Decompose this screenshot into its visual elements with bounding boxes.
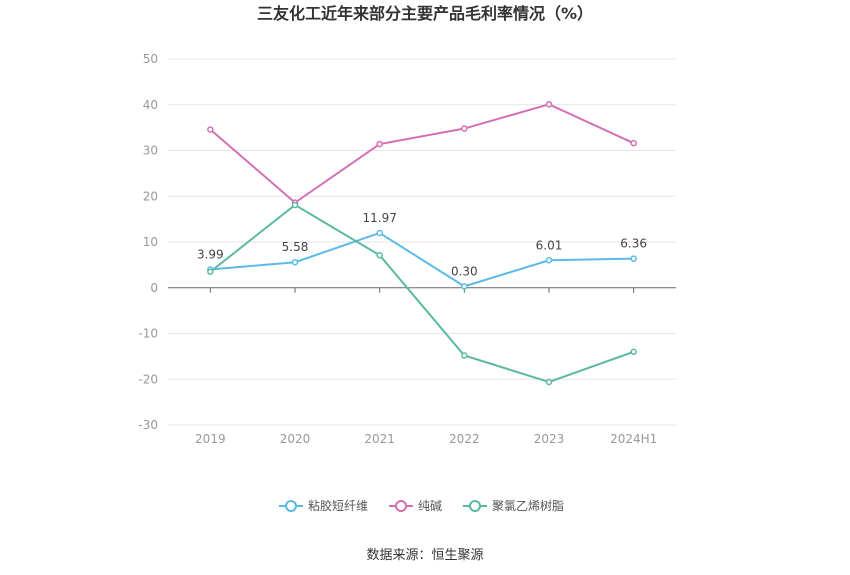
legend-marker xyxy=(469,500,481,512)
data-point[interactable] xyxy=(545,378,553,386)
legend-marker xyxy=(285,500,297,512)
y-tick-label: 30 xyxy=(143,144,158,158)
y-tick-label: 50 xyxy=(143,52,158,66)
data-point[interactable] xyxy=(376,252,383,259)
x-tick-label: 2020 xyxy=(280,432,311,446)
y-axis: -30 -20 -10 0 10 20 30 40 50 xyxy=(138,52,158,432)
chart-title: 三友化工近年来部分主要产品毛利率情况（%） xyxy=(257,4,593,23)
series-line-0 xyxy=(210,231,634,288)
grid xyxy=(168,58,676,426)
data-point[interactable] xyxy=(461,283,468,290)
legend-label: 聚氯乙烯树脂 xyxy=(492,498,564,513)
legend-item-2[interactable]: 聚氯乙烯树脂 xyxy=(463,498,564,513)
x-tick-label: 2021 xyxy=(364,432,395,446)
series-line-1 xyxy=(209,103,635,204)
series-line-2 xyxy=(209,203,635,384)
data-label: 6.36 xyxy=(620,237,647,251)
data-point[interactable] xyxy=(545,257,553,264)
legend-label: 纯碱 xyxy=(418,499,442,513)
y-tick-label: 10 xyxy=(143,235,158,249)
data-labels: 3.99 5.58 11.97 0.30 6.01 6.36 xyxy=(197,211,647,278)
legend-label: 粘胶短纤维 xyxy=(308,498,368,513)
data-point[interactable] xyxy=(630,139,637,147)
data-point[interactable] xyxy=(545,101,553,108)
data-point[interactable] xyxy=(291,258,299,266)
y-tick-label: -10 xyxy=(138,327,158,341)
data-point[interactable] xyxy=(207,126,214,133)
y-tick-label: -30 xyxy=(138,418,158,432)
legend[interactable]: 粘胶短纤维 纯碱 聚氯乙烯树脂 xyxy=(279,498,564,513)
legend-marker xyxy=(395,500,407,512)
data-label: 3.99 xyxy=(197,247,224,261)
x-tick-label: 2024H1 xyxy=(610,432,657,446)
data-point[interactable] xyxy=(461,352,468,359)
x-tick-label: 2019 xyxy=(195,432,226,446)
legend-item-0[interactable]: 粘胶短纤维 xyxy=(279,498,368,513)
x-tick-label: 2023 xyxy=(534,432,565,446)
y-tick-label: 0 xyxy=(150,281,158,295)
y-tick-label: 20 xyxy=(143,189,158,203)
x-axis: 2019 2020 2021 2022 2023 2024H1 xyxy=(168,287,676,446)
series-group xyxy=(207,101,637,386)
data-label: 5.58 xyxy=(282,240,309,254)
data-label: 11.97 xyxy=(362,211,396,225)
source-note: 数据来源：恒生聚源 xyxy=(366,548,483,563)
data-label: 6.01 xyxy=(536,238,563,252)
legend-item-1[interactable]: 纯碱 xyxy=(389,499,442,513)
data-point[interactable] xyxy=(376,140,383,148)
data-point[interactable] xyxy=(207,268,214,275)
x-tick-label: 2022 xyxy=(449,432,480,446)
data-point[interactable] xyxy=(630,348,637,356)
y-tick-label: -20 xyxy=(138,372,158,386)
y-tick-label: 40 xyxy=(143,98,158,112)
data-label: 0.30 xyxy=(451,264,478,278)
data-point[interactable] xyxy=(291,201,299,209)
data-point[interactable] xyxy=(461,125,468,132)
data-point[interactable] xyxy=(376,229,383,237)
data-point[interactable] xyxy=(630,255,637,262)
